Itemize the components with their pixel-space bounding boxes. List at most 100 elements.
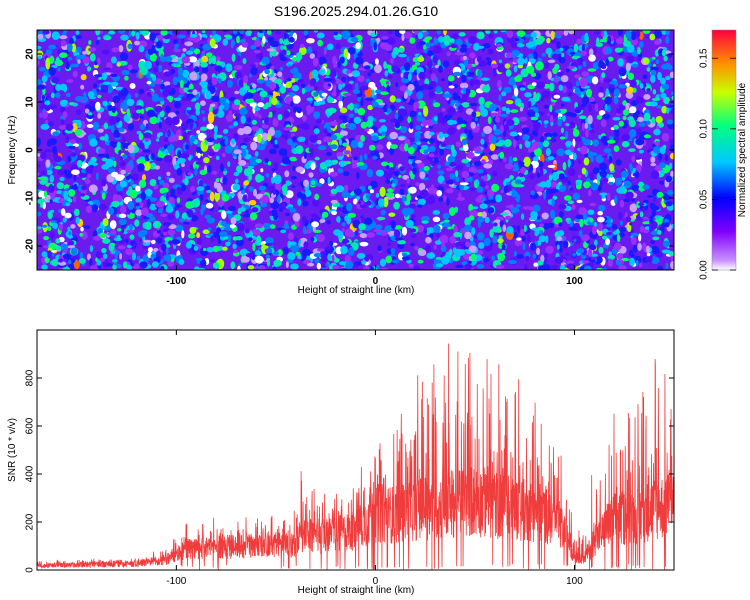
- heatmap-cell: [51, 31, 60, 40]
- heatmap-cell: [313, 91, 319, 97]
- heatmap-cell: [592, 167, 600, 175]
- heatmap-cell: [613, 124, 619, 130]
- heatmap-cell: [167, 229, 176, 236]
- heatmap-cell: [154, 165, 160, 170]
- heatmap-cell: [137, 230, 146, 238]
- heatmap-cell: [109, 141, 118, 147]
- heatmap-cell: [393, 230, 401, 238]
- heatmap-cell: [480, 138, 485, 145]
- heatmap-cell: [254, 255, 264, 264]
- heatmap-cell: [582, 138, 591, 146]
- heatmap-cell: [247, 237, 253, 242]
- heatmap-cell: [488, 33, 494, 39]
- heatmap-cell: [282, 247, 289, 255]
- heatmap-cell: [199, 259, 207, 268]
- heatmap-cell: [426, 60, 433, 69]
- heatmap-cell: [522, 242, 526, 251]
- heatmap-cell: [165, 193, 170, 201]
- heatmap-cell: [219, 163, 224, 173]
- heatmap-cell: [339, 261, 346, 266]
- heatmap-cell: [165, 105, 171, 113]
- heatmap-cell: [254, 49, 261, 54]
- heatmap-cell: [370, 32, 377, 37]
- heatmap-cell: [572, 252, 576, 257]
- heatmap-cell: [544, 132, 553, 138]
- heatmap-cell: [269, 245, 274, 249]
- heatmap-cell: [476, 56, 483, 63]
- heatmap-cell: [146, 198, 151, 208]
- heatmap-cell: [216, 109, 225, 118]
- heatmap-cell: [542, 140, 550, 148]
- heatmap-cell: [551, 53, 559, 60]
- heatmap-cell: [80, 84, 85, 90]
- heatmap-cell: [605, 46, 613, 55]
- heatmap-cell: [581, 167, 587, 175]
- heatmap-cell: [650, 240, 655, 244]
- heatmap-cell: [371, 100, 375, 109]
- heatmap-cell: [225, 210, 233, 214]
- heatmap-cell: [395, 98, 402, 103]
- heatmap-cell: [654, 49, 660, 57]
- heatmap-cell: [490, 154, 499, 160]
- heatmap-cell: [433, 38, 439, 45]
- heatmap-cell: [297, 198, 302, 207]
- heatmap-cell: [637, 116, 644, 122]
- heatmap-cell: [199, 169, 208, 175]
- heatmap-cell: [449, 38, 455, 44]
- heatmap-cell: [97, 94, 102, 99]
- heatmap-cell: [132, 252, 136, 261]
- heatmap-cell: [650, 230, 659, 236]
- heatmap-cell: [72, 195, 77, 203]
- heatmap-y-tick-label: 0: [25, 147, 36, 153]
- heatmap-cell: [340, 245, 348, 255]
- heatmap-cell: [536, 240, 542, 246]
- heatmap-cell: [163, 71, 173, 77]
- heatmap-cell: [230, 39, 234, 49]
- heatmap-cell: [291, 136, 297, 142]
- heatmap-cell: [650, 66, 659, 71]
- heatmap-cell: [369, 69, 375, 73]
- heatmap-cell: [389, 144, 398, 150]
- heatmap-cell: [442, 213, 450, 220]
- heatmap-cell: [511, 49, 520, 57]
- heatmap-cell: [72, 70, 78, 78]
- heatmap-cell: [259, 30, 263, 34]
- heatmap-cell: [428, 82, 437, 87]
- heatmap-cell: [130, 69, 138, 74]
- heatmap-cell: [252, 242, 256, 252]
- heatmap-cell: [89, 138, 98, 147]
- heatmap-cell: [408, 186, 417, 194]
- heatmap-cell: [144, 188, 153, 196]
- heatmap-cell: [661, 133, 670, 142]
- heatmap-cell: [623, 40, 631, 47]
- heatmap-cell: [120, 169, 126, 175]
- heatmap-cell: [312, 226, 316, 232]
- heatmap-cell: [219, 231, 228, 238]
- heatmap-cell: [310, 78, 317, 86]
- heatmap-cell: [410, 234, 417, 238]
- heatmap-cell: [313, 229, 322, 233]
- heatmap-cell: [117, 245, 126, 250]
- heatmap-cell: [380, 209, 386, 216]
- heatmap-cell: [297, 136, 306, 142]
- heatmap-cell: [129, 83, 136, 89]
- heatmap-cell: [458, 32, 466, 37]
- heatmap-cell: [665, 75, 671, 81]
- heatmap-cell: [453, 71, 462, 77]
- heatmap-cell: [423, 166, 430, 171]
- heatmap-cell: [312, 57, 319, 67]
- heatmap-cell: [374, 224, 383, 230]
- heatmap-cell: [444, 114, 454, 119]
- heatmap-cell: [334, 36, 342, 40]
- heatmap-cell: [102, 238, 111, 244]
- heatmap-cell: [367, 153, 372, 159]
- heatmap-cell: [159, 265, 165, 270]
- heatmap-cell: [342, 93, 352, 96]
- heatmap-cell: [400, 126, 408, 134]
- heatmap-cell: [404, 143, 409, 152]
- heatmap-cell: [443, 60, 449, 68]
- heatmap-cell: [532, 121, 542, 129]
- heatmap-cell: [139, 261, 148, 269]
- heatmap-cell: [310, 236, 315, 242]
- heatmap-cell: [248, 186, 254, 192]
